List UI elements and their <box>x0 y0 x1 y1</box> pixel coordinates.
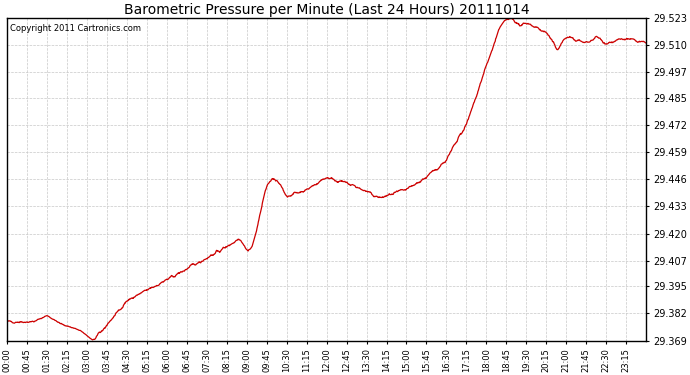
Title: Barometric Pressure per Minute (Last 24 Hours) 20111014: Barometric Pressure per Minute (Last 24 … <box>124 3 529 17</box>
Text: Copyright 2011 Cartronics.com: Copyright 2011 Cartronics.com <box>10 24 141 33</box>
